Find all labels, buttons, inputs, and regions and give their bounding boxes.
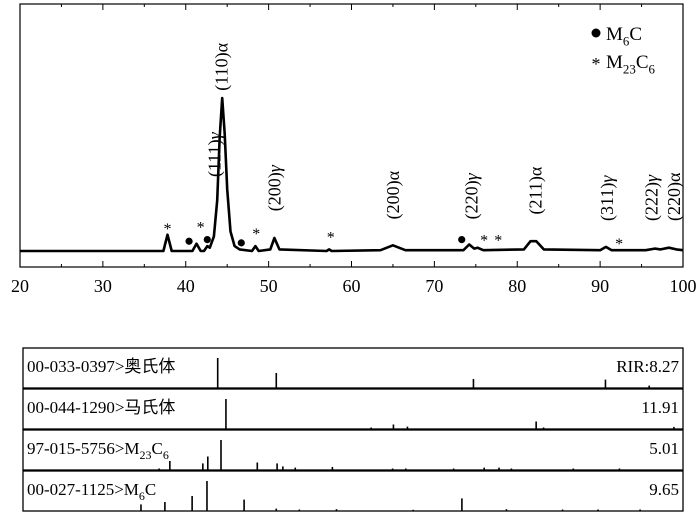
panel-rir-label: 5.01 [649, 439, 679, 458]
x-tick-label: 80 [508, 276, 526, 296]
plot-frame [19, 3, 684, 268]
peak-label: (200)α [383, 170, 404, 219]
reference-panel: 97-015-5756>M23C6 5.01 [22, 429, 684, 471]
panel-frame [22, 388, 684, 430]
legend-asterisk-icon: * [592, 54, 601, 74]
x-tick-label: 70 [425, 276, 443, 296]
panel-rir-label: 9.65 [649, 480, 679, 499]
m23c6-marker: * [494, 233, 502, 250]
m6c-marker [185, 237, 193, 245]
x-tick-label: 90 [591, 276, 609, 296]
peak-label: (220)α [664, 172, 685, 221]
m23c6-marker: * [615, 236, 623, 253]
x-tick-label: 30 [94, 276, 112, 296]
panel-rir-label: RIR:8.27 [616, 357, 679, 376]
legend-label-m23c6: M23C6 [606, 52, 656, 76]
diffraction-pattern-chart: 20 30 40 50 60 70 80 90 100 (110)α (111)γ (200)γ (20… [11, 3, 697, 296]
panel-card-label: 00-033-0397>奥氏体 [27, 357, 175, 376]
peak-label: (211)α [525, 166, 546, 214]
peak-label: (311)γ [597, 175, 618, 221]
m6c-marker [237, 239, 245, 247]
peak-label: (110)α [211, 42, 232, 90]
panel-frame [22, 470, 684, 512]
x-tick-label: 40 [177, 276, 195, 296]
peak-label: (222)γ [642, 174, 663, 221]
x-tick-label: 20 [11, 276, 29, 296]
reference-panel: 00-044-1290>马氏体 11.91 [22, 388, 684, 430]
legend: M6C* M23C6 [591, 24, 656, 76]
panel-card-label: 00-027-1125>M6C [27, 480, 156, 503]
legend-label-m6c: M6C [606, 24, 642, 48]
panel-frame [22, 347, 684, 389]
reference-panel: 00-027-1125>M6C 9.65 [22, 470, 684, 512]
peak-label: (220)γ [462, 172, 483, 219]
m23c6-marker: * [480, 233, 488, 250]
peak-label: (200)γ [264, 164, 285, 211]
m23c6-marker: * [164, 221, 172, 238]
panel-frame [22, 429, 684, 471]
reference-panel: 00-033-0397>奥氏体 RIR:8.27 [22, 347, 684, 389]
m6c-marker [458, 236, 466, 244]
legend-circle-icon [591, 28, 601, 38]
m23c6-marker: * [252, 226, 260, 243]
m23c6-marker: * [197, 220, 205, 237]
reference-card-panels: 00-033-0397>奥氏体 RIR:8.27 00-044-1290>马氏体 11… [22, 347, 684, 512]
m23c6-marker: * [327, 229, 335, 246]
panel-card-label: 97-015-5756>M23C6 [27, 439, 169, 462]
x-tick-label: 50 [260, 276, 278, 296]
panel-card-label: 00-044-1290>马氏体 [27, 398, 175, 417]
peak-label: (111)γ [205, 131, 226, 177]
panel-rir-label: 11.91 [641, 398, 679, 417]
x-tick-label: 60 [343, 276, 361, 296]
x-tick-label: 100 [670, 276, 697, 296]
series-line-0 [20, 96, 684, 253]
m6c-marker [203, 236, 211, 244]
